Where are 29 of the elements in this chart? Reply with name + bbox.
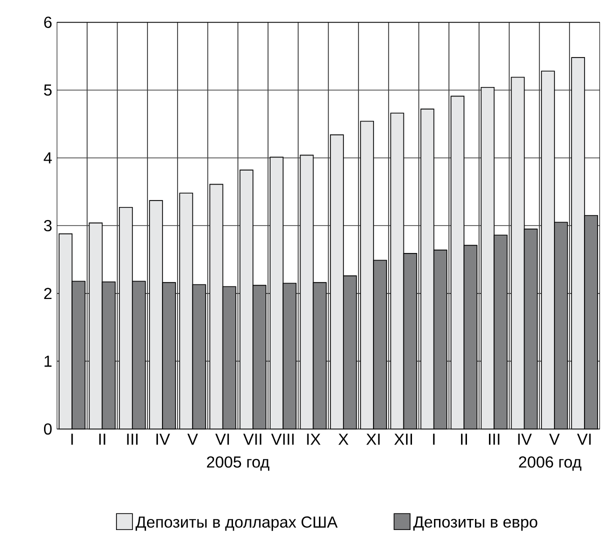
x-tick-label: II — [461, 434, 467, 445]
legend-label: Депозиты в евро — [413, 516, 538, 531]
y-tick-label: 6 — [44, 16, 52, 28]
x-tick-label: IX — [307, 434, 320, 445]
legend-label: Депозиты в долларах США — [136, 516, 338, 531]
x-tick-label: VII — [243, 434, 262, 445]
text: 2005 год — [206, 456, 270, 471]
x-tick-label: III — [127, 434, 138, 445]
x-tick-label: IV — [518, 434, 532, 445]
y-tick-label: 0 — [44, 423, 52, 435]
x-tick-label: VI — [215, 434, 229, 445]
x-tick-label: II — [99, 434, 106, 445]
text: 2006 год — [519, 456, 582, 471]
x-tick-label: V — [187, 434, 198, 445]
x-tick-label: III — [488, 434, 500, 445]
y-tick-label: 2 — [44, 288, 52, 300]
y-tick-label: 1 — [44, 356, 52, 367]
x-tick-label: I — [71, 434, 73, 445]
x-tick-label: VI — [577, 434, 591, 445]
x-tick-label: V — [549, 434, 560, 445]
x-tick-label: XI — [366, 434, 380, 445]
x-tick-label: XII — [394, 434, 412, 445]
x-tick-label: I — [433, 434, 435, 445]
x-tick-label: VIII — [271, 434, 294, 445]
y-tick-label: 3 — [44, 220, 52, 232]
y-tick-label: 4 — [44, 152, 52, 164]
y-tick-label: 5 — [44, 84, 52, 96]
x-tick-label: X — [338, 434, 348, 445]
x-tick-label: IV — [156, 434, 170, 445]
